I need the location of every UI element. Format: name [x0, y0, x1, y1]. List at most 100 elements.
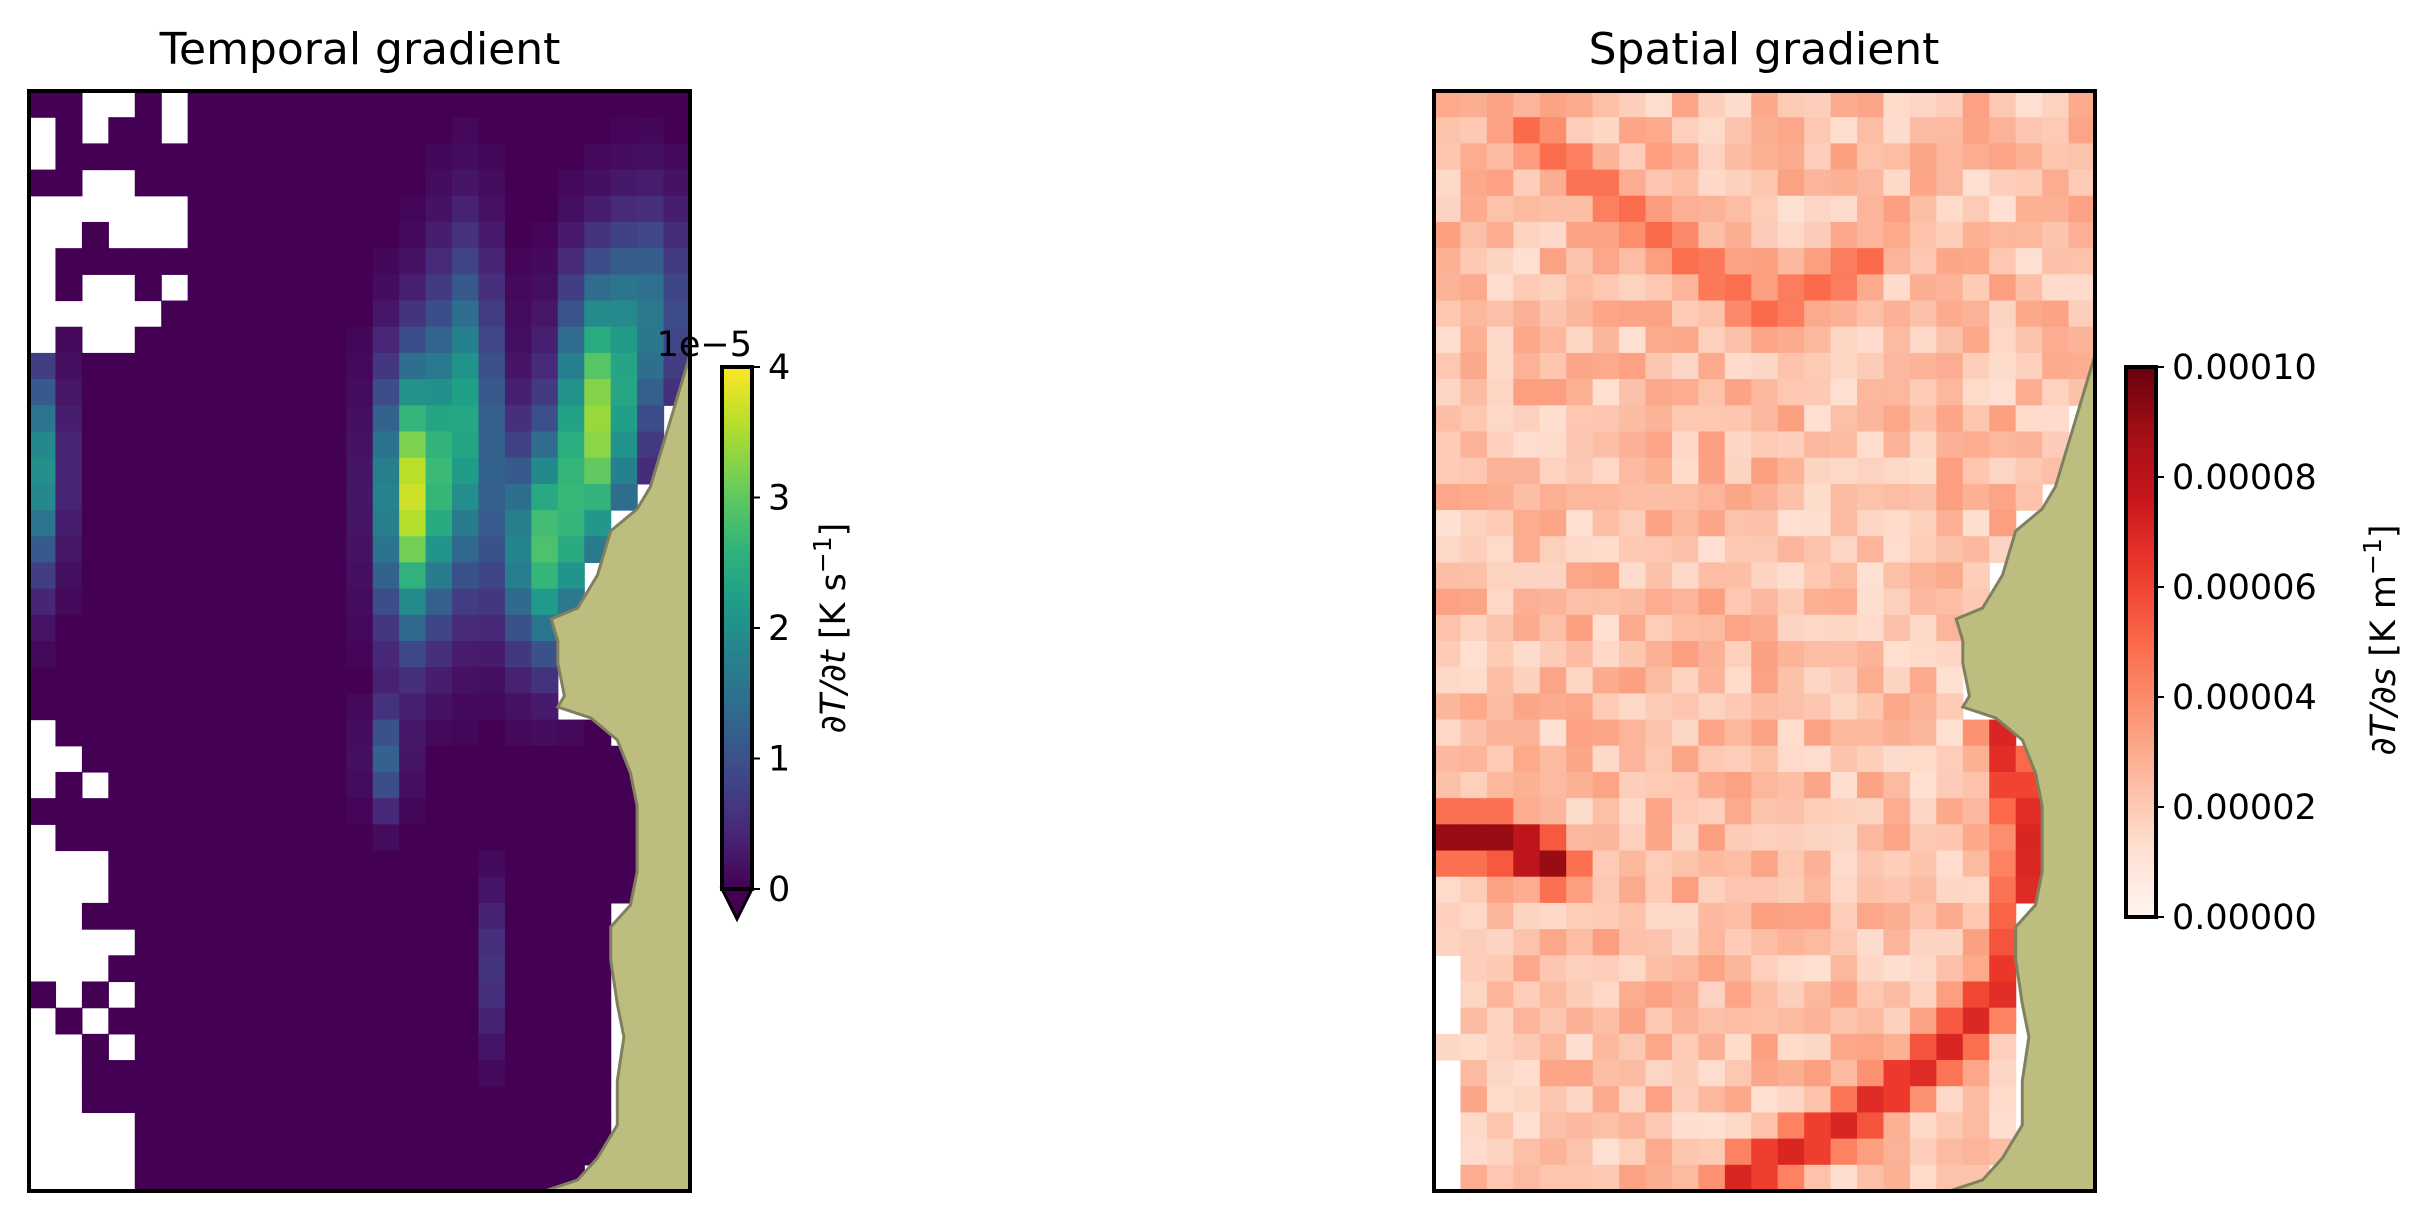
heatmap-cell	[425, 745, 453, 773]
heatmap-cell	[425, 248, 453, 275]
heatmap-cell	[1883, 248, 1911, 275]
heatmap-cell	[1671, 379, 1699, 406]
heatmap-cell	[1804, 431, 1832, 459]
heatmap-cell	[1724, 771, 1752, 799]
heatmap-cell	[1909, 483, 1937, 511]
heatmap-cell	[319, 929, 347, 956]
heatmap-cell	[1460, 850, 1488, 878]
heatmap-cell	[1566, 91, 1594, 118]
heatmap-cell	[161, 850, 189, 878]
heatmap-cell	[1539, 981, 1567, 1009]
heatmap-cell	[187, 1086, 215, 1114]
heatmap-cell	[346, 667, 374, 694]
heatmap-cell	[1857, 91, 1885, 118]
heatmap-cell	[504, 117, 532, 144]
heatmap-cell	[55, 352, 83, 380]
heatmap-cell	[1777, 902, 1805, 930]
heatmap-cell	[584, 1060, 612, 1087]
heatmap-cell	[1645, 1086, 1673, 1114]
heatmap-cell	[1804, 457, 1832, 485]
heatmap-cell	[372, 195, 400, 223]
heatmap-cell	[372, 221, 400, 249]
heatmap-cell	[610, 850, 638, 878]
heatmap-cell	[1539, 719, 1567, 747]
heatmap-cell	[319, 326, 347, 354]
heatmap-cell	[108, 588, 136, 616]
heatmap-cell	[1539, 641, 1567, 668]
heatmap-cell	[1883, 1007, 1911, 1035]
heatmap-cell	[1619, 1164, 1647, 1192]
heatmap-cell	[1724, 274, 1752, 302]
heatmap-cell	[134, 588, 162, 616]
heatmap-cell	[346, 929, 374, 956]
heatmap-cell	[1513, 824, 1541, 852]
heatmap-cell	[293, 902, 321, 930]
heatmap-cell	[1698, 850, 1726, 878]
heatmap-cell	[1671, 562, 1699, 590]
heatmap-cell	[1909, 352, 1937, 380]
heatmap-cell	[584, 510, 612, 537]
heatmap-cell	[1830, 117, 1858, 144]
heatmap-cell	[187, 300, 215, 328]
heatmap-cell	[346, 1060, 374, 1087]
heatmap-cell	[372, 117, 400, 144]
heatmap-cell	[1486, 693, 1514, 721]
heatmap-cell	[1513, 143, 1541, 171]
heatmap-cell	[557, 562, 585, 590]
heatmap-cell	[399, 955, 427, 983]
heatmap-cell	[1434, 771, 1462, 799]
heatmap-cell	[1857, 1112, 1885, 1140]
heatmap-cell	[81, 1033, 109, 1061]
heatmap-cell	[81, 719, 109, 747]
heatmap-cell	[1883, 379, 1911, 406]
heatmap-cell	[504, 1060, 532, 1087]
heatmap-cell	[1513, 902, 1541, 930]
heatmap-cell	[1724, 457, 1752, 485]
heatmap-cell	[81, 457, 109, 485]
heatmap-cell	[2068, 195, 2096, 223]
heatmap-cell	[55, 1007, 83, 1035]
heatmap-cell	[1619, 850, 1647, 878]
heatmap-cell	[1936, 824, 1964, 852]
heatmap-cell	[1460, 902, 1488, 930]
heatmap-cell	[1486, 1112, 1514, 1140]
heatmap-cell	[134, 405, 162, 433]
heatmap-cell	[81, 667, 109, 694]
heatmap-cell	[161, 902, 189, 930]
heatmap-cell	[81, 536, 109, 564]
heatmap-cell	[1909, 143, 1937, 171]
axes-frame-spatial	[1432, 89, 2097, 1193]
heatmap-cell	[1566, 483, 1594, 511]
heatmap-cell	[531, 221, 559, 249]
heatmap-cell	[1936, 483, 1964, 511]
heatmap-cell	[319, 614, 347, 642]
heatmap-cell	[1486, 536, 1514, 564]
heatmap-cell	[240, 457, 268, 485]
heatmap-cell	[161, 510, 189, 537]
heatmap-cell	[266, 195, 294, 223]
heatmap-cell	[1857, 850, 1885, 878]
heatmap-cell	[1804, 536, 1832, 564]
heatmap-cell	[1751, 169, 1779, 197]
heatmap-cell	[2068, 91, 2096, 118]
colorbar-spatial-ticks: 0.000000.000020.000040.000060.000080.000…	[2156, 348, 2317, 938]
heatmap-cell	[1724, 221, 1752, 249]
heatmap-cell	[1460, 510, 1488, 537]
heatmap-cell	[1751, 719, 1779, 747]
heatmap-cell	[1671, 1033, 1699, 1061]
heatmap-cell	[504, 1033, 532, 1061]
heatmap-cell	[240, 562, 268, 590]
heatmap-cell	[1936, 693, 1964, 721]
heatmap-cell	[1989, 143, 2017, 171]
heatmap-cell	[81, 379, 109, 406]
heatmap-cell	[531, 824, 559, 852]
heatmap-cell	[1724, 536, 1752, 564]
heatmap-cell	[1645, 667, 1673, 694]
heatmap-cell	[1460, 248, 1488, 275]
heatmap-cell	[1566, 510, 1594, 537]
heatmap-cell	[1539, 221, 1567, 249]
heatmap-cell	[531, 902, 559, 930]
heatmap-cell	[55, 143, 83, 171]
heatmap-cell	[1513, 248, 1541, 275]
heatmap-cell	[452, 876, 480, 904]
